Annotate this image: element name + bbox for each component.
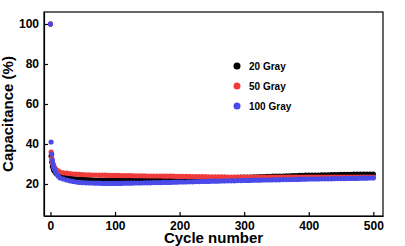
plot: 01002003004005002040608010020 Gray50 Gra… — [19, 12, 384, 233]
tick-mark — [44, 24, 48, 25]
data-point — [371, 175, 376, 180]
tick: 20 — [26, 177, 48, 191]
tick: 60 — [26, 97, 48, 111]
tick-mark — [180, 212, 181, 216]
tick: 0 — [48, 212, 55, 233]
tick-mark — [309, 212, 310, 216]
chart: 01002003004005002040608010020 Gray50 Gra… — [0, 0, 405, 246]
y-axis: 20 40 60 80 100 — [19, 13, 48, 217]
tick: 500 — [364, 212, 384, 233]
tick: 400 — [299, 212, 319, 233]
tick-mark — [44, 64, 48, 65]
legend-item: 100 Gray — [234, 101, 292, 112]
tick: 40 — [26, 137, 48, 151]
data-point — [49, 151, 54, 156]
tick-label: 100 — [106, 219, 126, 233]
legend-label: 100 Gray — [249, 101, 292, 112]
legend-item: 20 Gray — [234, 61, 287, 72]
tick-label: 400 — [299, 219, 319, 233]
tick-label: 80 — [26, 57, 40, 71]
legend-label: 20 Gray — [249, 61, 286, 72]
data-point — [48, 21, 53, 26]
legend-marker — [234, 63, 241, 70]
axis-line — [44, 13, 45, 217]
data-point — [48, 21, 53, 26]
tick-mark — [115, 212, 116, 216]
series — [48, 21, 376, 179]
tick-mark — [244, 212, 245, 216]
points — [48, 21, 376, 186]
tick-label: 40 — [26, 137, 40, 151]
tick-label: 20 — [26, 177, 40, 191]
data-point — [371, 174, 376, 179]
tick-label: 0 — [48, 219, 55, 233]
tick-mark — [50, 212, 51, 216]
data-point — [49, 139, 54, 144]
x-axis-title: Cycle number — [164, 229, 263, 246]
legend-item: 50 Gray — [234, 81, 287, 92]
tick-mark — [44, 104, 48, 105]
tick-mark — [44, 184, 48, 185]
data-point — [48, 21, 53, 26]
tick-label: 60 — [26, 97, 40, 111]
legend-marker — [234, 83, 241, 90]
tick-label: 100 — [19, 17, 39, 31]
legend: 20 Gray 50 Gray 100 Gray — [234, 61, 292, 112]
tick: 100 — [106, 212, 126, 233]
legend-marker — [234, 103, 241, 110]
tick-label: 500 — [364, 219, 384, 233]
legend-label: 50 Gray — [249, 81, 286, 92]
plot-frame — [44, 12, 383, 216]
tick: 80 — [26, 57, 48, 71]
y-axis-title: Capacitance (%) — [0, 56, 16, 172]
tick-mark — [373, 212, 374, 216]
axis-line — [45, 216, 384, 217]
series — [48, 21, 376, 186]
tick: 100 — [19, 17, 48, 31]
series — [48, 21, 376, 182]
tick-mark — [44, 144, 48, 145]
